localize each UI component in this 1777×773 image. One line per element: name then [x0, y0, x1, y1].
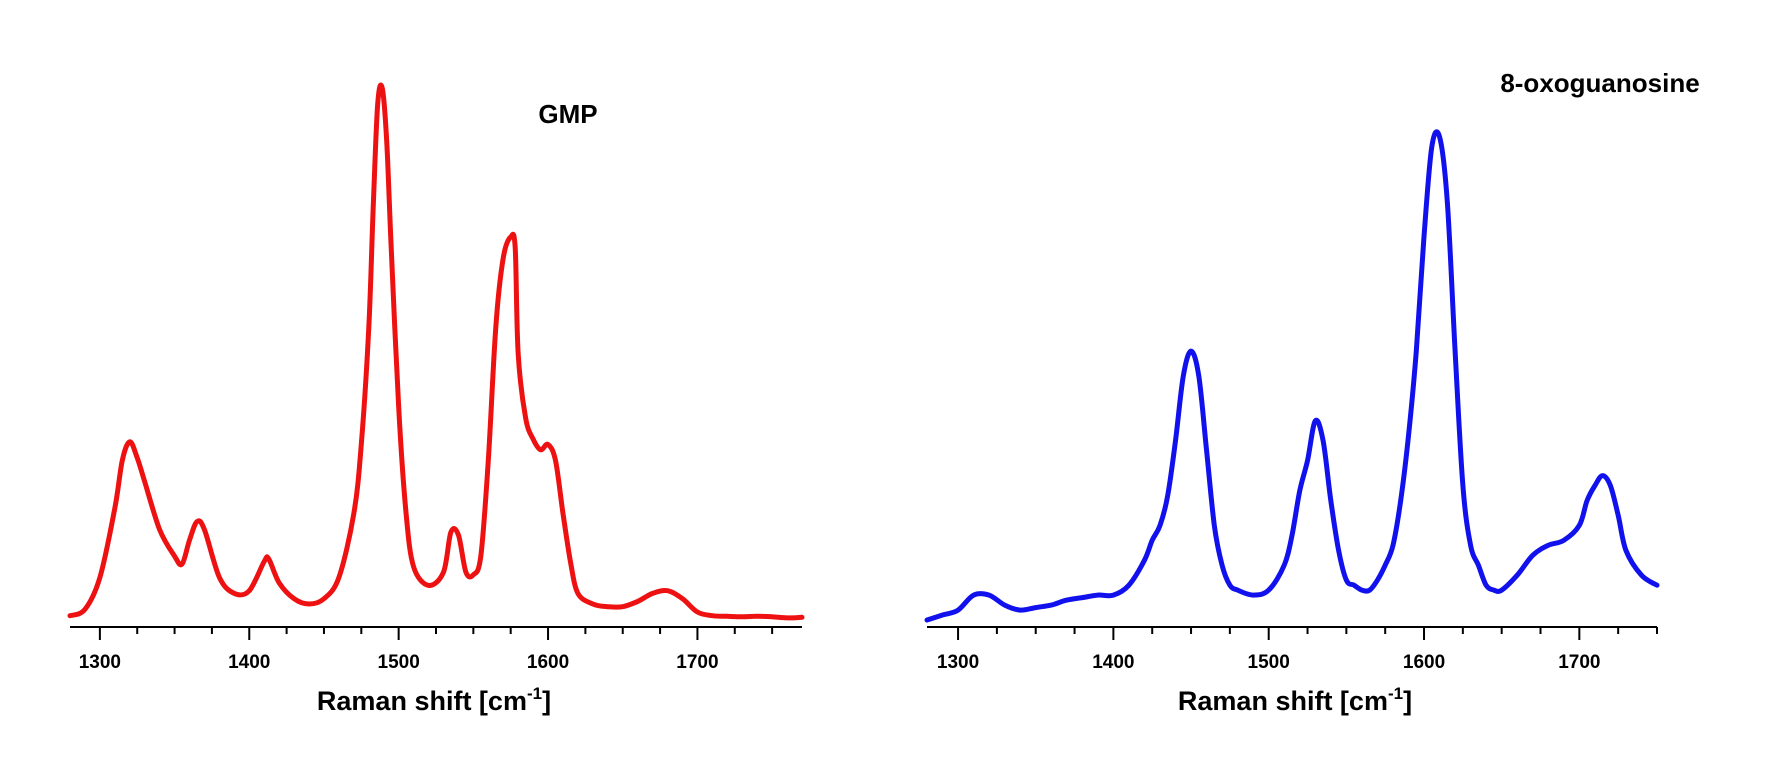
x-ticks-8-oxoguanosine: 1300 1400 1500 1600 1700 — [937, 627, 1658, 673]
spectrum-line-gmp — [67, 82, 805, 621]
x-axis-title-gmp: Raman shift [cm-1] — [317, 684, 551, 716]
x-tick-label: 1600 — [1403, 652, 1445, 673]
x-tick-label: 1300 — [79, 652, 121, 673]
chart-8-oxoguanosine: 8-oxoguanosine 1300 1400 1500 1600 1700 Rama… — [924, 68, 1700, 716]
x-axis-title-superscript: -1 — [527, 684, 542, 703]
x-tick-label: 1500 — [1248, 652, 1290, 673]
x-tick-label: 1700 — [1558, 652, 1600, 673]
chart-gmp: GMP 1300 1400 1500 1600 1700 Raman shift [cm… — [67, 82, 805, 716]
spectrum-line-8-oxoguanosine — [924, 129, 1660, 623]
x-tick-label: 1400 — [228, 652, 270, 673]
x-tick-label: 1600 — [527, 652, 569, 673]
x-axis-title-8-oxoguanosine: Raman shift [cm-1] — [1178, 684, 1412, 716]
x-axis-title-text: Raman shift [cm — [317, 686, 527, 716]
x-ticks-gmp: 1300 1400 1500 1600 1700 — [79, 627, 774, 673]
x-tick-label: 1300 — [937, 652, 979, 673]
x-axis-title-superscript: -1 — [1388, 684, 1403, 703]
chart-title-8-oxoguanosine: 8-oxoguanosine — [1500, 68, 1699, 98]
x-tick-label: 1700 — [676, 652, 718, 673]
x-axis-title-text: Raman shift [cm — [1178, 686, 1388, 716]
x-axis-title-suffix: ] — [1403, 686, 1412, 716]
x-tick-label: 1400 — [1092, 652, 1134, 673]
x-tick-label: 1500 — [378, 652, 420, 673]
x-axis-title-suffix: ] — [542, 686, 551, 716]
chart-title-gmp: GMP — [538, 99, 597, 129]
